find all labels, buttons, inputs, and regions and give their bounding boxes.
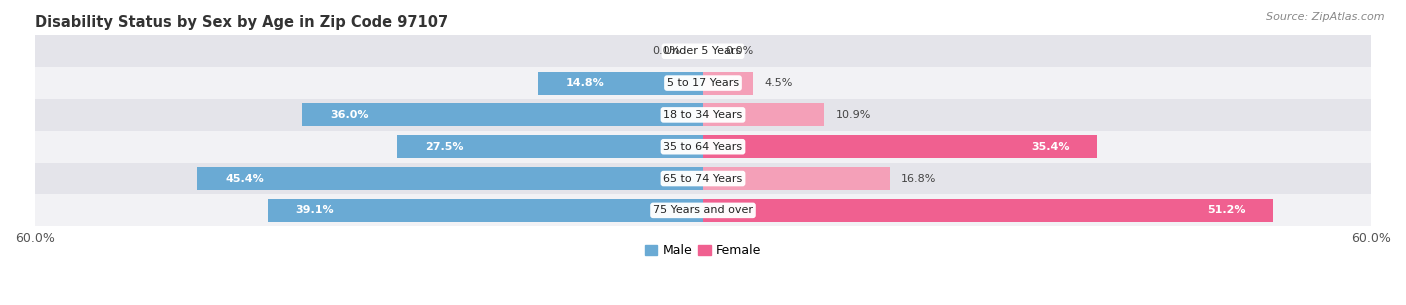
Text: 16.8%: 16.8% [901,174,936,184]
Text: 10.9%: 10.9% [835,110,870,120]
Text: 4.5%: 4.5% [765,78,793,88]
Text: 39.1%: 39.1% [295,205,335,215]
Bar [396,135,703,158]
Bar [538,72,703,95]
Text: 0.0%: 0.0% [725,46,754,56]
Bar [35,163,1371,195]
Text: 65 to 74 Years: 65 to 74 Years [664,174,742,184]
Text: 75 Years and over: 75 Years and over [652,205,754,215]
Bar [35,195,1371,226]
Text: 45.4%: 45.4% [225,174,264,184]
Text: Source: ZipAtlas.com: Source: ZipAtlas.com [1267,12,1385,22]
Text: 27.5%: 27.5% [425,142,463,152]
Bar [703,72,754,95]
Text: 5 to 17 Years: 5 to 17 Years [666,78,740,88]
Legend: Male, Female: Male, Female [640,239,766,262]
Text: 35.4%: 35.4% [1031,142,1070,152]
Text: 36.0%: 36.0% [330,110,368,120]
Bar [35,35,1371,67]
Text: 18 to 34 Years: 18 to 34 Years [664,110,742,120]
Text: 0.0%: 0.0% [652,46,681,56]
Text: Under 5 Years: Under 5 Years [665,46,741,56]
Bar [35,131,1371,163]
Text: 51.2%: 51.2% [1206,205,1246,215]
Bar [267,199,703,222]
Bar [703,103,824,126]
Bar [35,99,1371,131]
Text: 14.8%: 14.8% [567,78,605,88]
Text: 35 to 64 Years: 35 to 64 Years [664,142,742,152]
Bar [302,103,703,126]
Bar [703,167,890,190]
Bar [703,199,1272,222]
Bar [703,135,1097,158]
Bar [35,67,1371,99]
Bar [197,167,703,190]
Text: Disability Status by Sex by Age in Zip Code 97107: Disability Status by Sex by Age in Zip C… [35,15,449,30]
